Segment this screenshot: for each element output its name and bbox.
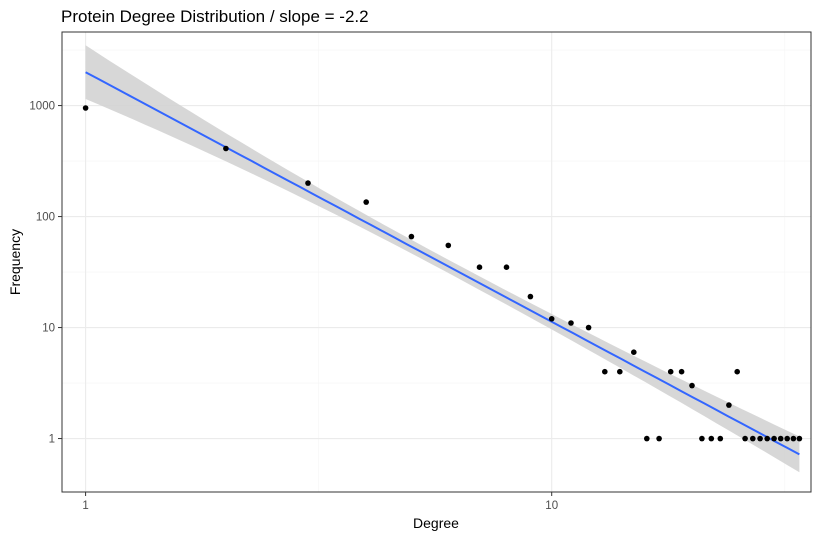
data-points — [82, 105, 803, 442]
data-point — [585, 324, 592, 331]
x-axis-ticks: 1 10 — [82, 492, 558, 512]
data-point — [527, 293, 534, 300]
fit-line-group — [85, 71, 800, 456]
data-point — [742, 435, 748, 442]
data-point — [708, 435, 715, 442]
data-point — [644, 435, 650, 442]
chart-title: Protein Degree Distribution / slope = -2… — [61, 7, 369, 26]
data-point — [363, 199, 370, 205]
data-point — [699, 435, 705, 442]
data-point — [631, 349, 637, 356]
data-point — [726, 402, 732, 408]
data-point — [82, 105, 89, 111]
data-point — [771, 435, 777, 442]
y-tick-label: 10 — [42, 323, 55, 335]
data-point — [223, 145, 229, 152]
data-point — [689, 382, 695, 389]
y-axis-ticks: 1 10 100 1000 — [29, 101, 62, 446]
data-point — [476, 264, 483, 271]
y-tick-label: 1 — [49, 434, 55, 446]
data-point — [617, 368, 623, 375]
data-point — [548, 316, 555, 322]
confidence-band-area — [85, 45, 800, 473]
x-tick-label: 1 — [82, 500, 88, 512]
y-axis-title: Frequency — [7, 229, 23, 295]
confidence-band — [85, 45, 800, 473]
data-point — [784, 435, 790, 442]
data-point — [445, 242, 452, 249]
data-point — [734, 368, 740, 375]
fit-line — [85, 71, 800, 456]
x-axis-title: Degree — [413, 515, 459, 531]
gridlines — [62, 32, 811, 492]
data-point — [568, 320, 574, 326]
data-point — [790, 435, 797, 442]
data-point — [656, 435, 662, 442]
data-point — [602, 368, 608, 375]
data-point — [796, 435, 803, 442]
y-tick-label: 100 — [36, 212, 55, 224]
data-point — [750, 435, 756, 442]
data-point — [717, 435, 724, 442]
panel-border — [61, 31, 812, 493]
data-point — [667, 368, 674, 375]
data-point — [305, 180, 311, 186]
y-tick-label: 1000 — [29, 101, 55, 113]
x-tick-label: 10 — [545, 500, 558, 512]
data-point — [408, 233, 415, 240]
data-point — [764, 435, 770, 442]
data-point — [678, 368, 685, 375]
data-point — [757, 435, 763, 442]
data-point — [777, 435, 784, 442]
data-point — [503, 264, 510, 271]
